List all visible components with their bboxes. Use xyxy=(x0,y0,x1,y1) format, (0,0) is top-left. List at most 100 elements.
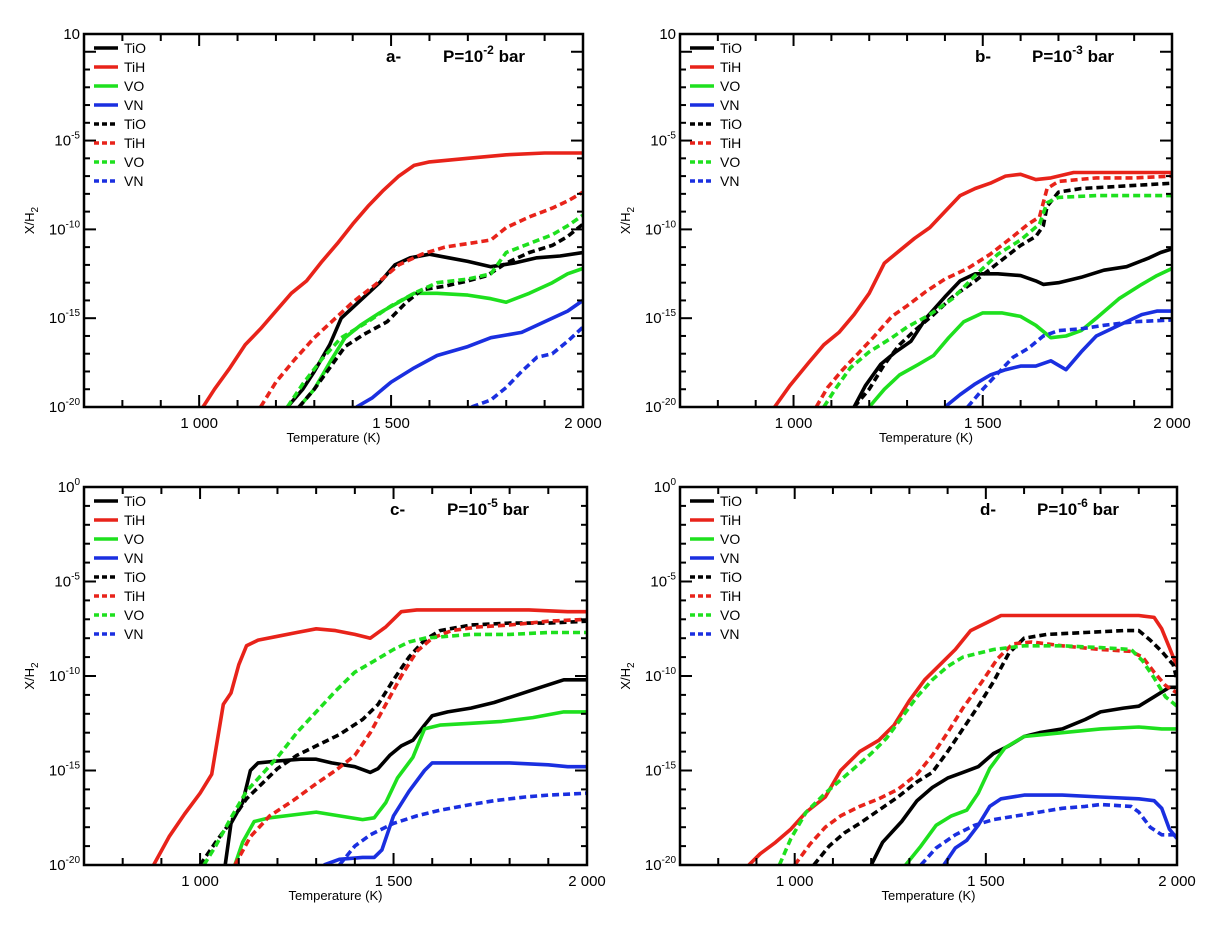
y-tick-label: 10 xyxy=(63,26,80,43)
legend-label: TiO xyxy=(124,569,146,585)
series-line-vo-dashed xyxy=(285,213,583,407)
series-line-tio-solid xyxy=(286,250,583,407)
legend-label: TiH xyxy=(124,512,145,528)
series-line-tio-dashed xyxy=(852,181,1172,407)
legend-label: TiH xyxy=(720,512,741,528)
legend-label: TiO xyxy=(720,493,742,509)
series-line-vn-solid xyxy=(943,309,1172,407)
y-tick-label: 10-10 xyxy=(645,666,677,685)
y-tick-label: 10-20 xyxy=(645,855,677,874)
legend-label: TiH xyxy=(124,135,145,151)
legend-label: VN xyxy=(124,173,143,189)
series-line-tih-dashed xyxy=(233,617,587,865)
legend-label: VN xyxy=(124,626,143,642)
y-tick-label: 10-5 xyxy=(54,572,80,591)
legend-label: TiH xyxy=(720,588,741,604)
series-line-vn-solid xyxy=(942,793,1177,865)
panel-label: c- xyxy=(390,500,405,519)
legend-label: TiH xyxy=(124,59,145,75)
legend-label: TiO xyxy=(720,40,742,56)
y-tick-label: 10 xyxy=(659,26,676,43)
series-group xyxy=(773,170,1172,407)
y-tick-label: 10-5 xyxy=(650,572,676,591)
chart-panel-3: 1 000 1 500 2 000 100 10-5 10-10 10-15 10-20 Tem… xyxy=(618,477,1196,903)
x-tick-label: 2 000 xyxy=(1158,873,1196,890)
plot-frame xyxy=(82,32,585,409)
series-line-vn-dashed xyxy=(919,802,1177,865)
y-tick-label: 10-5 xyxy=(650,131,676,150)
legend-label: VN xyxy=(720,550,739,566)
panel-label: b- xyxy=(975,47,991,66)
chart-panel-2: 1 000 1 500 2 000 100 10-5 10-10 10-15 10-20 Tem… xyxy=(22,477,606,903)
y-tick-label: 10-15 xyxy=(49,761,81,780)
pressure-annotation: P=10-3 bar xyxy=(1032,43,1114,66)
plot-frame xyxy=(678,32,1174,409)
series-line-tio-solid xyxy=(223,677,587,865)
x-tick-label: 1 000 xyxy=(180,415,218,432)
legend-label: TiH xyxy=(124,588,145,604)
legend-label: VO xyxy=(124,607,144,623)
x-axis-label: Temperature (K) xyxy=(882,888,976,903)
series-line-vo-dashed xyxy=(777,643,1177,865)
y-tick-label: 10-20 xyxy=(645,397,677,416)
series-line-vn-solid xyxy=(323,761,587,865)
y-axis-label: X/H2 xyxy=(22,662,41,690)
x-tick-label: 1 500 xyxy=(372,415,410,432)
legend-label: VO xyxy=(720,154,740,170)
series-group xyxy=(152,608,587,865)
x-tick-label: 1 000 xyxy=(776,873,814,890)
y-axis-label: X/H2 xyxy=(618,206,637,234)
x-tick-label: 2 000 xyxy=(1153,415,1191,432)
y-tick-label: 100 xyxy=(58,477,81,496)
y-tick-label: 10-15 xyxy=(645,308,677,327)
series-group xyxy=(747,613,1177,865)
y-tick-label: 10-15 xyxy=(49,308,81,327)
pressure-annotation: P=10-5 bar xyxy=(447,496,529,519)
y-tick-label: 10-10 xyxy=(49,666,81,685)
legend-label: VN xyxy=(124,97,143,113)
x-tick-label: 2 000 xyxy=(564,415,602,432)
series-line-tih-solid xyxy=(152,608,587,865)
pressure-annotation: P=10-6 bar xyxy=(1037,496,1119,519)
legend-label: TiO xyxy=(124,40,146,56)
series-line-vn-solid xyxy=(355,298,583,407)
series-line-vo-solid xyxy=(297,266,583,407)
chart-panel-0: 1 000 1 500 2 000 10 10-5 10-10 10-15 10-20 Temp… xyxy=(22,26,602,445)
series-line-tih-solid xyxy=(773,170,1172,407)
legend: TiO TiH VO VN TiO TiH VO VN xyxy=(94,493,146,642)
y-tick-label: 10-10 xyxy=(645,219,677,238)
x-tick-label: 1 500 xyxy=(964,415,1002,432)
y-tick-label: 10-10 xyxy=(49,219,81,238)
series-line-vo-dashed xyxy=(202,630,587,865)
chart-panel-1: 1 000 1 500 2 000 10 10-5 10-10 10-15 10-20 Temp… xyxy=(618,26,1191,445)
series-line-vo-solid xyxy=(904,725,1177,865)
pressure-annotation: P=10-2 bar xyxy=(443,43,525,66)
x-tick-label: 1 000 xyxy=(181,873,219,890)
legend-label: VN xyxy=(720,97,739,113)
legend-label: VO xyxy=(720,607,740,623)
legend-label: VO xyxy=(124,78,144,94)
legend-label: TiH xyxy=(720,135,741,151)
legend-label: TiH xyxy=(720,59,741,75)
legend-label: TiO xyxy=(124,493,146,509)
legend-label: VO xyxy=(124,531,144,547)
y-axis-label: X/H2 xyxy=(618,662,637,690)
series-line-vn-dashed xyxy=(966,318,1172,407)
legend-label: VN xyxy=(720,173,739,189)
series-line-tih-dashed xyxy=(793,640,1177,865)
y-tick-label: 10-20 xyxy=(49,397,81,416)
legend-label: VO xyxy=(124,154,144,170)
legend-label: VN xyxy=(720,626,739,642)
legend: TiO TiH VO VN TiO TiH VO VN xyxy=(690,40,742,189)
x-tick-label: 1 500 xyxy=(967,873,1005,890)
y-axis-label: X/H2 xyxy=(22,206,41,234)
legend-label: TiO xyxy=(124,116,146,132)
series-line-vn-dashed xyxy=(471,325,583,407)
x-tick-label: 2 000 xyxy=(568,873,606,890)
series-line-tio-dashed xyxy=(198,619,587,865)
legend-label: VO xyxy=(720,78,740,94)
series-line-tih-dashed xyxy=(259,190,583,407)
y-tick-label: 10-5 xyxy=(54,131,80,150)
series-line-tih-solid xyxy=(747,613,1177,865)
